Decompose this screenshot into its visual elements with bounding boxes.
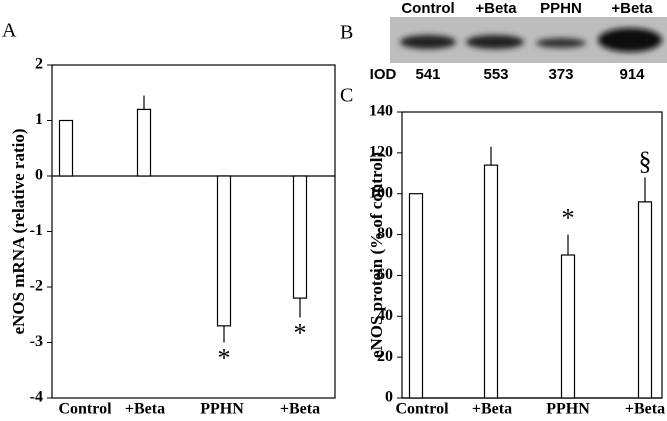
iod-value: 914 [619, 66, 645, 83]
significance-marker: * [218, 343, 231, 372]
bar [408, 193, 424, 399]
significance-marker: § [639, 146, 652, 175]
bar [58, 119, 74, 177]
bar [483, 164, 499, 399]
x-tick-label: +Beta [280, 401, 320, 418]
bar [560, 254, 576, 399]
lane-label: PPHN [540, 0, 582, 17]
plot-frame [51, 64, 336, 399]
y-tick-label: 20 [377, 348, 393, 365]
y-tick-label: 80 [377, 225, 393, 242]
panel-label: A [2, 20, 17, 42]
iod-value: 553 [483, 66, 508, 83]
y-tick-label: 140 [369, 103, 393, 120]
y-tick-label: 120 [369, 144, 393, 161]
iod-value: 373 [548, 66, 573, 83]
y-tick-label: 1 [35, 111, 43, 128]
blot-band [400, 35, 456, 49]
iod-value: 541 [415, 66, 440, 83]
bar [216, 175, 232, 327]
y-tick-label: 40 [377, 307, 393, 324]
y-tick-label: -4 [30, 389, 43, 406]
lane-label: +Beta [611, 0, 653, 17]
lane-label: Control [401, 0, 454, 17]
x-tick-label: PPHN [200, 401, 244, 418]
y-tick-label: 0 [385, 389, 393, 406]
blot-band [536, 38, 586, 48]
y-tick-label: 100 [369, 184, 393, 201]
x-tick-label: Control [395, 401, 449, 418]
y-axis-label: eNOS mRNA (relative ratio) [9, 129, 28, 335]
blot-panel: B IOD [340, 17, 667, 83]
blot-band [598, 28, 662, 52]
panel-label: B [340, 22, 353, 44]
x-tick-label: Control [58, 401, 112, 418]
y-tick-label: 0 [35, 167, 43, 184]
x-tick-label: +Beta [625, 401, 665, 418]
panel-label: C [340, 85, 353, 107]
plot-frame [401, 111, 663, 399]
bar [637, 201, 653, 399]
significance-marker: * [294, 318, 307, 347]
x-tick-label: +Beta [472, 401, 512, 418]
bar [292, 175, 308, 299]
significance-marker: * [562, 204, 575, 233]
y-tick-label: 60 [377, 266, 393, 283]
y-tick-label: -1 [30, 222, 43, 239]
y-tick-label: -3 [30, 333, 43, 350]
blot-band [466, 35, 524, 49]
iod-label: IOD [370, 66, 397, 83]
y-tick-label: 2 [35, 56, 43, 73]
x-tick-label: PPHN [546, 401, 590, 418]
y-tick-label: -2 [30, 278, 43, 295]
x-tick-label: +Beta [125, 401, 165, 418]
lane-label: +Beta [475, 0, 517, 17]
y-axis-label: eNOS protein (% of control) [367, 152, 386, 358]
bar [136, 108, 152, 177]
